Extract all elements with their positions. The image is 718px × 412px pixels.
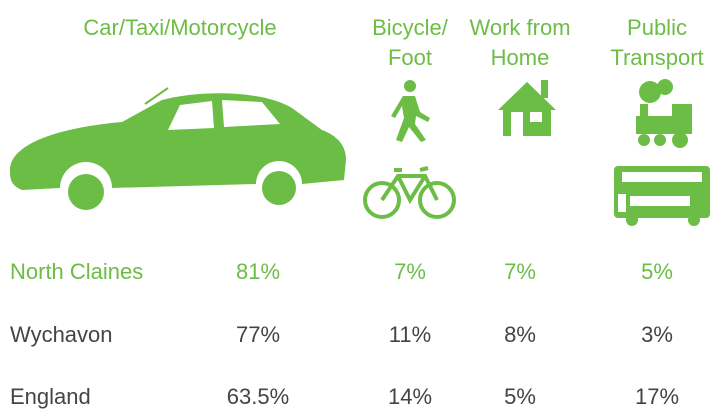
row-label: England <box>10 386 91 408</box>
percentage: 3% <box>641 324 673 346</box>
car-icon <box>10 88 346 210</box>
percentage: 8% <box>504 324 536 346</box>
percentage: 77% <box>236 324 280 346</box>
percentage: 81% <box>236 261 280 283</box>
column-header: Car/Taxi/Motorcycle <box>83 17 276 39</box>
percentage: 5% <box>641 261 673 283</box>
train-icon <box>636 79 692 148</box>
column-header: Bicycle/ <box>372 17 448 39</box>
row-label: North Claines <box>10 261 143 283</box>
row-label: Wychavon <box>10 324 113 346</box>
percentage: 63.5% <box>227 386 289 408</box>
column-header: Home <box>491 47 550 69</box>
percentage: 5% <box>504 386 536 408</box>
percentage: 7% <box>504 261 536 283</box>
column-header: Foot <box>388 47 432 69</box>
percentage: 14% <box>388 386 432 408</box>
percentage: 7% <box>394 261 426 283</box>
bus-icon <box>614 166 710 226</box>
column-header: Work from <box>469 17 570 39</box>
walk-icon <box>391 80 430 142</box>
infographic: Car/Taxi/Motorcycle Bicycle/Foot Work from… <box>0 0 718 412</box>
column-header: Public <box>627 17 687 39</box>
percentage: 11% <box>389 324 431 346</box>
column-header: Transport <box>610 47 703 69</box>
house-icon <box>498 80 556 136</box>
bicycle-icon <box>365 168 454 217</box>
percentage: 17% <box>635 386 679 408</box>
